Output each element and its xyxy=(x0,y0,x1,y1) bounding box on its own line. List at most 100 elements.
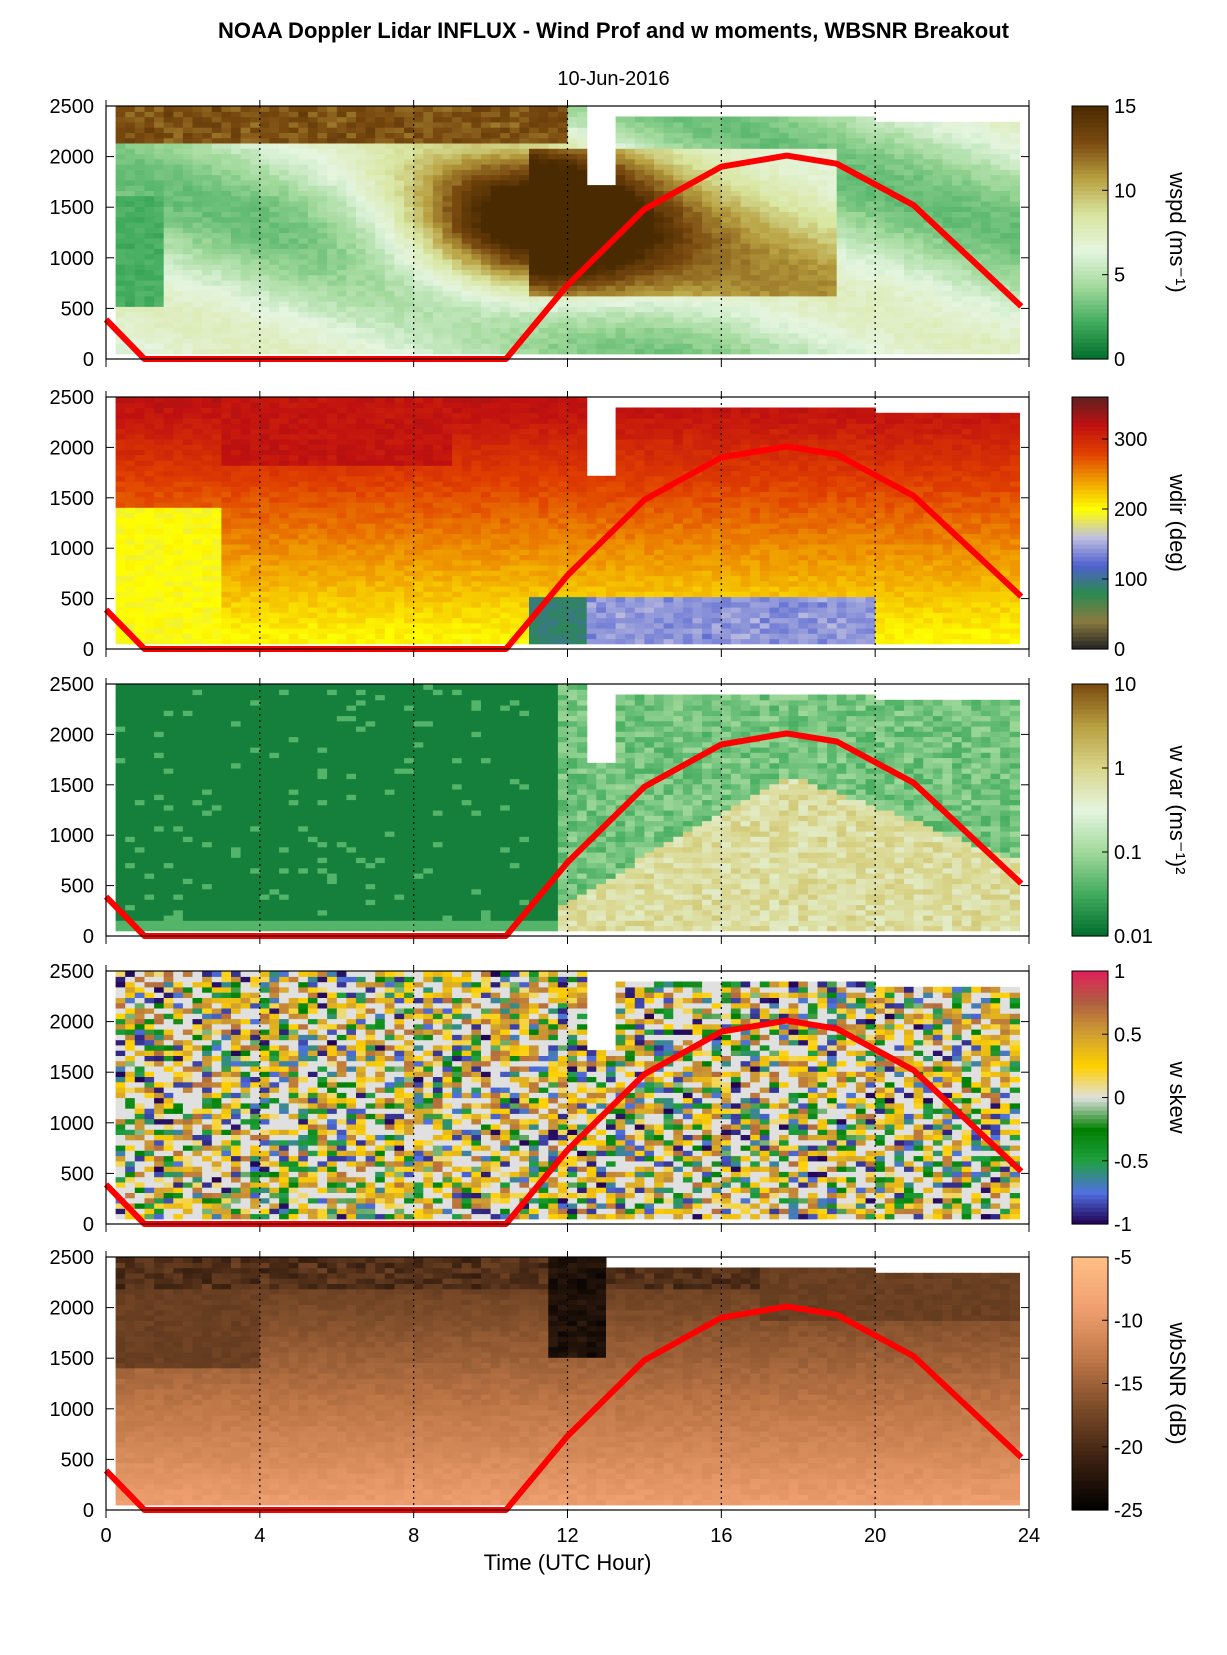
heatmap-cell xyxy=(394,111,405,118)
heatmap-cell xyxy=(721,327,732,334)
heatmap-cell xyxy=(269,106,280,112)
heatmap-cell xyxy=(279,322,290,328)
heatmap-cell xyxy=(923,169,934,176)
heatmap-cell xyxy=(384,322,395,328)
heatmap-cell xyxy=(423,269,434,276)
heatmap-cell xyxy=(221,195,232,202)
heatmap-cell xyxy=(288,185,299,191)
heatmap-cell xyxy=(163,206,174,212)
heatmap-cell xyxy=(971,195,982,202)
heatmap-cell xyxy=(625,185,636,191)
heatmap-cell xyxy=(125,517,136,524)
heatmap-cell xyxy=(115,460,126,466)
heatmap-cell xyxy=(336,332,347,339)
heatmap-cell xyxy=(192,216,203,223)
heatmap-cell xyxy=(134,460,145,466)
heatmap-cell xyxy=(134,596,145,603)
heatmap-cell xyxy=(307,195,319,202)
heatmap-cell xyxy=(231,322,242,328)
heatmap-cell xyxy=(442,179,453,186)
heatmap-cell xyxy=(673,337,684,344)
heatmap-cell xyxy=(134,158,145,165)
heatmap-cell xyxy=(144,137,155,144)
heatmap-cell xyxy=(221,348,232,355)
heatmap-cell xyxy=(932,279,944,286)
heatmap-cell xyxy=(711,211,722,218)
heatmap-cell xyxy=(115,227,126,234)
heatmap-cell xyxy=(211,179,222,186)
heatmap-cell xyxy=(134,586,145,592)
heatmap-cell xyxy=(442,332,453,339)
heatmap-cell xyxy=(375,142,386,149)
heatmap-cell xyxy=(980,132,992,139)
heatmap-cell xyxy=(288,253,299,260)
heatmap-cell xyxy=(548,285,559,292)
heatmap-cell xyxy=(432,243,444,249)
heatmap-cell xyxy=(654,137,665,144)
heatmap-cell xyxy=(154,586,165,592)
heatmap-cell xyxy=(634,232,645,239)
heatmap-cell xyxy=(134,322,145,328)
heatmap-cell xyxy=(798,190,809,197)
heatmap-cell xyxy=(298,290,309,297)
heatmap-cell xyxy=(1000,243,1011,249)
heatmap-cell xyxy=(769,237,780,244)
heatmap-cell xyxy=(134,507,145,514)
heatmap-cell xyxy=(663,290,674,297)
heatmap-cell xyxy=(509,269,520,276)
heatmap-cell xyxy=(654,232,665,239)
heatmap-cell xyxy=(971,337,982,344)
heatmap-cell xyxy=(144,544,155,550)
heatmap-cell xyxy=(413,111,424,118)
heatmap-cell xyxy=(827,253,838,260)
heatmap-cell xyxy=(240,264,251,270)
heatmap-cell xyxy=(663,258,674,265)
heatmap-cell xyxy=(346,211,357,218)
heatmap-cell xyxy=(356,290,367,297)
heatmap-cell xyxy=(288,258,299,265)
heatmap-cell xyxy=(221,481,232,487)
heatmap-cell xyxy=(173,348,184,355)
heatmap-cell xyxy=(192,248,203,255)
heatmap-cell xyxy=(519,306,530,313)
heatmap-cell xyxy=(567,153,578,160)
heatmap-cell xyxy=(154,206,165,212)
heatmap-cell xyxy=(827,169,838,176)
heatmap-cell xyxy=(231,306,242,313)
heatmap-cell xyxy=(240,206,251,212)
heatmap-cell xyxy=(384,148,395,155)
heatmap-cell xyxy=(144,454,155,461)
heatmap-cell xyxy=(654,290,665,297)
heatmap-cell xyxy=(279,258,290,265)
colorbar-swatch xyxy=(1072,219,1108,225)
heatmap-cell xyxy=(115,348,126,355)
heatmap-cell xyxy=(779,190,790,197)
heatmap-cell xyxy=(250,216,261,223)
heatmap-cell xyxy=(182,475,194,482)
heatmap-cell xyxy=(192,301,203,307)
heatmap-cell xyxy=(702,274,713,281)
heatmap-cell xyxy=(750,132,761,139)
heatmap-cell xyxy=(1009,169,1020,176)
heatmap-cell xyxy=(654,127,665,133)
heatmap-cell xyxy=(461,306,472,313)
heatmap-cell xyxy=(490,127,501,133)
heatmap-cell xyxy=(432,164,444,170)
heatmap-cell xyxy=(317,306,328,313)
heatmap-cell xyxy=(211,116,222,123)
heatmap-cell xyxy=(346,232,357,239)
heatmap-cell xyxy=(250,264,261,270)
heatmap-cell xyxy=(269,343,280,350)
heatmap-cell xyxy=(490,295,501,302)
heatmap-cell xyxy=(442,248,453,255)
heatmap-cell xyxy=(894,227,905,234)
heatmap-cell xyxy=(346,327,357,334)
heatmap-cell xyxy=(182,559,194,566)
heatmap-cell xyxy=(855,311,867,318)
heatmap-cell xyxy=(740,132,751,139)
heatmap-cell xyxy=(567,111,578,118)
heatmap-cell xyxy=(846,127,857,133)
heatmap-cell xyxy=(625,279,636,286)
heatmap-cell xyxy=(625,316,636,323)
